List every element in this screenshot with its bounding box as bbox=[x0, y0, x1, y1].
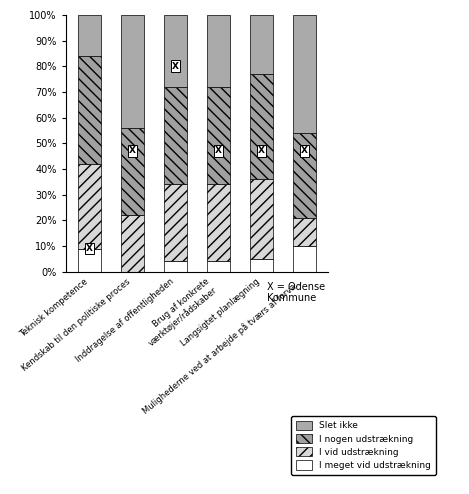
Bar bbox=[293, 15, 317, 133]
Bar bbox=[77, 248, 101, 272]
Bar bbox=[164, 261, 187, 272]
Bar bbox=[164, 184, 187, 261]
Bar bbox=[164, 87, 187, 184]
Text: X = Odense
Kommune: X = Odense Kommune bbox=[267, 282, 325, 303]
Bar bbox=[164, 15, 187, 87]
Bar bbox=[121, 128, 144, 215]
Bar bbox=[77, 56, 101, 164]
Bar bbox=[250, 179, 273, 259]
Text: Brug af konkrete
værktøjer/rådskaber: Brug af konkrete værktøjer/rådskaber bbox=[139, 277, 219, 348]
Text: X: X bbox=[172, 62, 179, 71]
Bar bbox=[293, 133, 317, 218]
Bar bbox=[207, 261, 230, 272]
Bar bbox=[121, 215, 144, 272]
Text: Kendskab til den politiske proces: Kendskab til den politiske proces bbox=[21, 277, 132, 372]
Bar bbox=[293, 218, 317, 246]
Bar bbox=[207, 184, 230, 261]
Text: Mulighederne ved at arbejde på tværs af forva...: Mulighederne ved at arbejde på tværs af … bbox=[141, 277, 304, 416]
Text: X: X bbox=[86, 244, 93, 253]
Bar bbox=[77, 164, 101, 248]
Bar bbox=[77, 15, 101, 56]
Text: X: X bbox=[129, 146, 136, 156]
Bar bbox=[207, 15, 230, 87]
Text: Langsigtet planlægning: Langsigtet planlægning bbox=[179, 277, 262, 348]
Text: X: X bbox=[301, 146, 308, 156]
Legend: Slet ikke, I nogen udstrækning, I vid udstrækning, I meget vid udstrækning: Slet ikke, I nogen udstrækning, I vid ud… bbox=[291, 416, 436, 475]
Bar bbox=[293, 246, 317, 272]
Bar bbox=[207, 87, 230, 184]
Bar bbox=[250, 74, 273, 179]
Text: Inddragelse af offentligheden: Inddragelse af offentligheden bbox=[74, 277, 175, 364]
Bar bbox=[250, 259, 273, 272]
Text: X: X bbox=[215, 146, 222, 156]
Bar bbox=[121, 15, 144, 128]
Bar bbox=[250, 15, 273, 74]
Text: X: X bbox=[258, 146, 265, 156]
Text: Teknisk kompetence: Teknisk kompetence bbox=[18, 277, 90, 338]
